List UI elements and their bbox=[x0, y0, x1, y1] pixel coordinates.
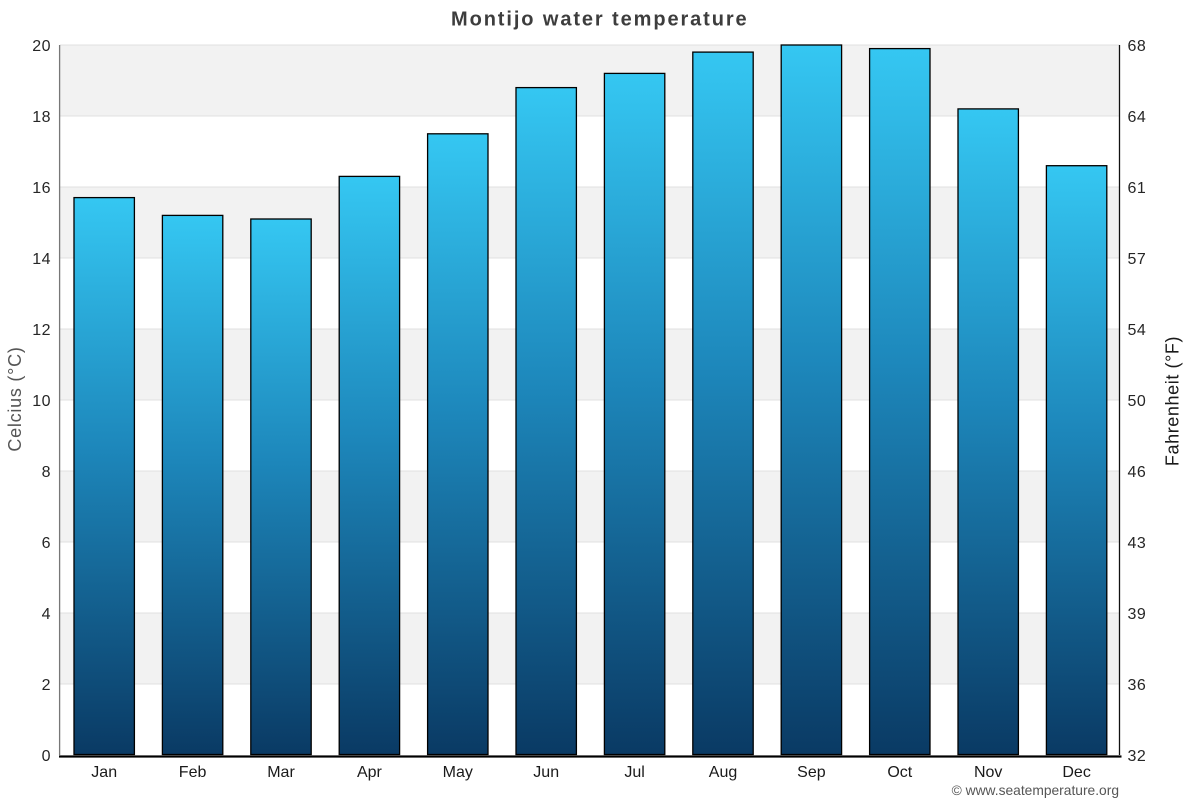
svg-text:61: 61 bbox=[1128, 180, 1147, 197]
svg-text:Jan: Jan bbox=[91, 764, 117, 781]
svg-text:14: 14 bbox=[32, 251, 51, 268]
svg-text:Jun: Jun bbox=[533, 764, 559, 781]
svg-text:46: 46 bbox=[1128, 464, 1147, 481]
svg-text:Feb: Feb bbox=[179, 764, 207, 781]
svg-text:Montijo water temperature: Montijo water temperature bbox=[451, 8, 749, 30]
svg-text:Fahrenheit (°F): Fahrenheit (°F) bbox=[1163, 336, 1183, 466]
svg-text:54: 54 bbox=[1128, 322, 1147, 339]
svg-text:Aug: Aug bbox=[709, 764, 737, 781]
svg-text:2: 2 bbox=[42, 677, 51, 694]
svg-text:Jul: Jul bbox=[624, 764, 644, 781]
svg-text:0: 0 bbox=[42, 748, 51, 765]
svg-text:50: 50 bbox=[1128, 393, 1147, 410]
svg-text:64: 64 bbox=[1128, 109, 1147, 126]
svg-text:6: 6 bbox=[42, 535, 51, 552]
svg-text:8: 8 bbox=[42, 464, 51, 481]
svg-text:Sep: Sep bbox=[797, 764, 826, 781]
svg-text:© www.seatemperature.org: © www.seatemperature.org bbox=[952, 783, 1119, 798]
svg-text:57: 57 bbox=[1128, 251, 1147, 268]
svg-text:Apr: Apr bbox=[357, 764, 383, 781]
svg-text:12: 12 bbox=[32, 322, 51, 339]
svg-text:43: 43 bbox=[1128, 535, 1147, 552]
svg-text:Oct: Oct bbox=[887, 764, 912, 781]
svg-text:Celcius (°C): Celcius (°C) bbox=[5, 346, 25, 451]
svg-text:39: 39 bbox=[1128, 606, 1147, 623]
svg-text:Mar: Mar bbox=[267, 764, 295, 781]
svg-text:68: 68 bbox=[1128, 38, 1147, 55]
svg-text:May: May bbox=[443, 764, 473, 781]
svg-text:Dec: Dec bbox=[1062, 764, 1090, 781]
svg-text:20: 20 bbox=[32, 38, 51, 55]
svg-text:16: 16 bbox=[32, 180, 51, 197]
svg-text:36: 36 bbox=[1128, 677, 1147, 694]
svg-text:32: 32 bbox=[1128, 748, 1147, 765]
svg-text:10: 10 bbox=[32, 393, 51, 410]
svg-text:Nov: Nov bbox=[974, 764, 1002, 781]
svg-text:4: 4 bbox=[42, 606, 51, 623]
svg-text:18: 18 bbox=[32, 109, 51, 126]
